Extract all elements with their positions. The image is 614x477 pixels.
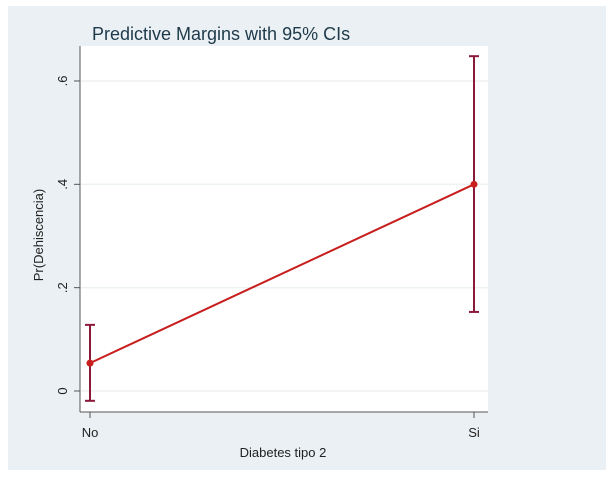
series-line [89, 183, 475, 365]
y-tick-label: .4 [55, 179, 70, 190]
plot-area [80, 46, 488, 412]
x-tick-label: No [82, 425, 99, 440]
x-axis-label: Diabetes tipo 2 [240, 445, 327, 460]
y-tick-label: 0 [55, 387, 70, 394]
chart-title: Predictive Margins with 95% CIs [92, 24, 350, 44]
data-point [86, 359, 94, 367]
y-tick-label: .2 [55, 282, 70, 293]
y-tick-label: .6 [55, 76, 70, 87]
x-tick-label: Si [468, 425, 480, 440]
data-point [470, 180, 478, 188]
y-axis-label: Pr(Dehiscencia) [31, 189, 46, 281]
